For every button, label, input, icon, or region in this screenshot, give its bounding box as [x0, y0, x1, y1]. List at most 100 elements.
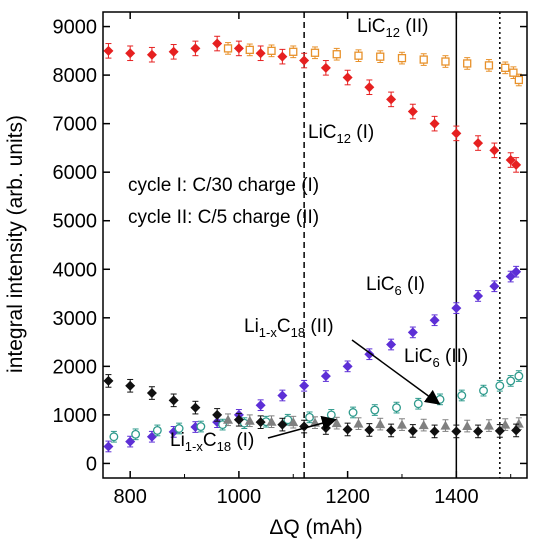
data-point [277, 390, 288, 401]
data-point [299, 380, 310, 391]
data-point [494, 425, 505, 436]
data-point [168, 46, 179, 57]
data-point [441, 57, 450, 66]
data-point [152, 425, 162, 435]
data-point [413, 399, 423, 409]
data-point [174, 424, 184, 433]
data-point [320, 371, 331, 382]
data-point [514, 75, 523, 85]
y-tick-label: 4000 [53, 259, 98, 281]
data-point [386, 94, 397, 105]
data-point [418, 420, 429, 430]
y-tick-label: 7000 [53, 114, 98, 136]
data-point [245, 45, 254, 55]
data-point [131, 429, 141, 439]
data-point [255, 400, 266, 411]
data-point [233, 414, 244, 425]
data-point [125, 380, 136, 391]
data-point [484, 61, 494, 70]
data-point [392, 403, 401, 413]
data-point [489, 281, 500, 292]
data-point [103, 375, 114, 386]
data-point [103, 45, 114, 56]
series-li1xc18_ii [223, 413, 524, 433]
data-point [244, 415, 255, 425]
label-lic12-ii: LiC12 (II) [357, 16, 428, 40]
data-point [396, 419, 407, 429]
data-point [289, 47, 298, 56]
data-point [511, 425, 522, 436]
data-point [473, 138, 484, 149]
data-point [299, 55, 310, 66]
label-lic6-ii: LiC6 (II) [404, 346, 468, 370]
series-lic12_ii [223, 42, 523, 87]
data-point [223, 414, 234, 424]
data-point [473, 426, 484, 437]
x-tick-label: 1200 [325, 486, 370, 508]
x-tick-label: 800 [113, 486, 146, 508]
data-point [506, 376, 516, 386]
data-point [196, 422, 206, 431]
data-point [451, 426, 462, 437]
label-li1xc18-ii: Li1-xC18 (II) [244, 316, 334, 340]
data-point [505, 271, 516, 282]
data-point [190, 43, 201, 54]
arrow-li1xc18-i [267, 415, 337, 439]
data-point [146, 431, 157, 442]
data-point [479, 386, 488, 396]
data-point [342, 424, 353, 435]
series-li1xc18_i [103, 374, 522, 439]
data-point [342, 361, 353, 372]
label-lic12-i: LiC12 (I) [308, 122, 374, 146]
data-point [397, 53, 407, 63]
y-tick-label: 9000 [53, 17, 98, 39]
data-point [419, 55, 428, 64]
data-point [109, 432, 119, 442]
x-tick-label: 1400 [434, 486, 479, 508]
data-point [386, 425, 397, 436]
data-point [500, 419, 511, 429]
data-point [462, 421, 473, 431]
data-point [320, 62, 331, 73]
data-point [168, 395, 179, 406]
y-tick-label: 1000 [53, 405, 98, 427]
data-point [514, 371, 524, 381]
data-point [495, 381, 505, 391]
data-point [223, 44, 233, 53]
data-point [332, 50, 341, 59]
data-point [501, 63, 510, 72]
data-point [463, 59, 472, 68]
data-point [364, 82, 375, 93]
data-point [125, 436, 136, 447]
data-point [342, 72, 353, 83]
data-point [429, 315, 440, 326]
y-tick-label: 2000 [53, 356, 98, 378]
data-point [266, 416, 277, 426]
axes: 800 1000 1200 1400 0 1000 2000 3000 4000 5000 6000… [53, 11, 528, 508]
data-point [386, 339, 397, 350]
annotation-cycle-ii: cycle II: C/5 charge (II) [128, 207, 319, 228]
arrow-li1xc18-ii [351, 339, 441, 405]
data-point [146, 388, 157, 399]
data-point [212, 409, 223, 420]
data-point [103, 441, 114, 452]
data-point [277, 51, 288, 62]
data-point [511, 266, 522, 277]
data-point [511, 159, 522, 170]
data-point [451, 303, 462, 314]
y-tick-label: 5000 [53, 211, 98, 233]
data-point [483, 420, 494, 430]
x-tick-label: 1000 [217, 486, 262, 508]
label-lic6-i: LiC6 (I) [366, 274, 425, 298]
annotation-cycle-i: cycle I: C/30 charge (I) [128, 175, 319, 196]
data-point [407, 327, 418, 338]
data-point [354, 51, 363, 60]
data-point [288, 417, 299, 427]
plot-area [303, 12, 501, 478]
label-li1xc18-i: Li1-xC18 (I) [170, 430, 254, 454]
data-point [407, 425, 418, 436]
data-point [353, 418, 364, 428]
y-tick-label: 6000 [53, 162, 98, 184]
data-point [429, 426, 440, 437]
